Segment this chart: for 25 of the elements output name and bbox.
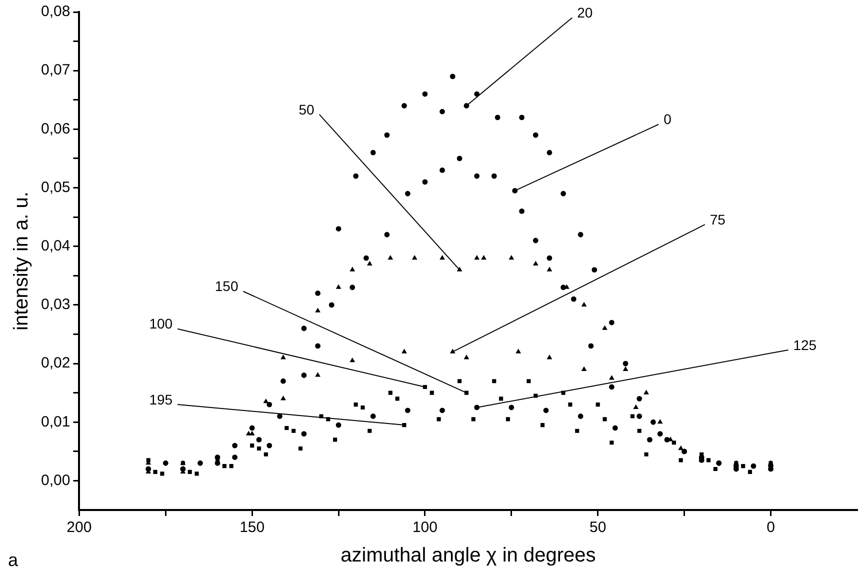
text: 150: [214, 278, 238, 294]
y-tick-label: 0,06: [40, 120, 70, 138]
text: 0: [664, 111, 672, 128]
x-tick-label: 200: [66, 519, 92, 536]
y-tick-label: 0,05: [40, 178, 70, 196]
y-tick-label: 0,04: [40, 237, 70, 254]
y-tick-label: 0,07: [40, 62, 70, 79]
text: 195: [149, 391, 173, 408]
text: 20: [577, 4, 593, 21]
y-tick-label: 0,01: [40, 413, 70, 430]
text: 100: [149, 316, 173, 332]
x-tick-label: 0: [766, 519, 775, 536]
y-tick-label: 0,00: [40, 472, 70, 489]
x-axis-title: azimuthal angle χ in degrees: [340, 544, 596, 567]
x-tick-label: 100: [412, 519, 438, 536]
text: 75: [710, 211, 726, 228]
x-tick-label: 50: [590, 519, 606, 536]
y-axis-title: intensity in a. u.: [10, 192, 33, 330]
text: 125: [793, 336, 817, 353]
text: 50: [298, 101, 315, 118]
text: a: [8, 550, 19, 570]
y-tick-label: 0,03: [40, 296, 70, 314]
x-tick-label: 150: [240, 519, 265, 536]
y-tick-label: 0,02: [40, 354, 70, 372]
y-tick-label: 0,08: [40, 3, 70, 20]
